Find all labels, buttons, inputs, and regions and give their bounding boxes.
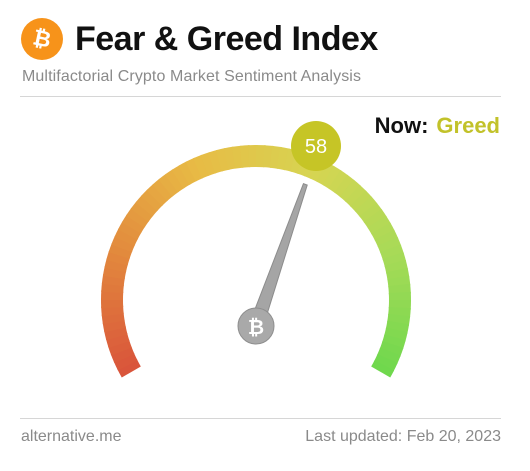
gauge-arc-segment <box>135 195 159 217</box>
gauge-arc-segment <box>121 214 146 234</box>
source-link[interactable]: alternative.me <box>21 428 122 445</box>
gauge-arc-segment <box>101 305 124 317</box>
gauge-arc-segment <box>354 196 378 218</box>
gauge-arc-segment <box>185 157 204 182</box>
gauge-arc-segment <box>152 178 174 202</box>
gauge-arc-segment <box>110 346 135 364</box>
gauge-arc-segment <box>117 359 141 378</box>
gauge-arc-segment <box>371 360 395 378</box>
gauge-arc-segment <box>105 333 130 348</box>
current-status: Now: Greed <box>375 113 500 139</box>
gauge-arc-segment <box>384 327 408 342</box>
gauge-arc-segment <box>359 202 383 223</box>
gauge-arc-segment <box>102 266 127 280</box>
gauge-arc-segment <box>339 179 361 203</box>
page-title: Fear & Greed Index <box>75 20 378 58</box>
gauge-arc-segment <box>371 222 395 241</box>
gauge-arc-segment <box>117 221 142 240</box>
gauge-arc-segment <box>382 334 406 350</box>
gauge-arc-segment <box>379 341 404 358</box>
divider-top <box>20 96 501 97</box>
gauge-arc-segment <box>104 258 128 273</box>
gauge-needle <box>248 183 308 329</box>
gauge-arc-segment <box>208 149 223 174</box>
gauge-arc-segment <box>113 352 138 371</box>
gauge-arc-segment <box>146 183 169 206</box>
gauge-arc-segment <box>111 235 136 253</box>
gauge-arc-segment <box>108 242 133 259</box>
value-badge: 58 <box>291 121 341 171</box>
gauge-arc-segment <box>344 184 367 207</box>
gauge-arc-segment <box>373 354 398 372</box>
gauge-arc-segment <box>158 173 179 197</box>
gauge-arc-segment <box>101 298 124 309</box>
gauge-center-hub: ₿ <box>237 307 275 345</box>
gauge-arc-segment <box>388 291 411 302</box>
gauge-arc-segment <box>200 152 217 176</box>
gauge-arc-segment <box>334 174 355 198</box>
gauge-arc-segment <box>328 170 349 194</box>
gauge-arc-segment <box>385 320 410 334</box>
gauge-arc-segment <box>322 165 342 190</box>
gauge-arc-segment <box>377 236 402 254</box>
now-value: Greed <box>436 113 500 138</box>
gauge-arc-segment <box>114 228 139 246</box>
gauge-arc-segment <box>247 145 258 168</box>
bitcoin-icon: ₿ <box>248 315 264 339</box>
now-label: Now: <box>374 113 429 138</box>
gauge-arc-segment <box>126 207 150 228</box>
gauge-arc-segment <box>376 347 401 365</box>
gauge-arc-segment <box>171 164 191 189</box>
gauge-arc-segment <box>276 146 290 171</box>
gauge-arc-segment <box>108 339 132 356</box>
last-updated: Last updated: Feb 20, 2023 <box>305 428 501 445</box>
gauge-arc-segment <box>380 244 404 261</box>
gauge-arc-segment <box>388 283 411 295</box>
gauge-arc-segment <box>382 252 407 267</box>
gauge-arc-segment <box>316 161 335 186</box>
needle <box>248 183 308 329</box>
gauge-value: 58 <box>305 136 327 158</box>
gauge-arc-segment <box>192 154 210 179</box>
gauge-arc-segment <box>239 145 251 168</box>
gauge-arc-segment <box>374 229 399 248</box>
gauge-arc-segment <box>164 169 185 193</box>
gauge-arc-segment <box>367 215 392 235</box>
divider-bottom <box>20 418 501 419</box>
gauge-arc-segment <box>130 201 154 222</box>
page-subtitle: Multifactorial Crypto Market Sentiment A… <box>22 68 362 85</box>
gauge-arc-segment <box>140 189 163 212</box>
bitcoin-icon: ₿ <box>21 18 63 60</box>
gauge-arc-segment <box>178 161 197 185</box>
gauge-arc-segment <box>350 190 373 213</box>
header: ₿ Fear & Greed Index <box>21 18 378 60</box>
svg-text:₿: ₿ <box>31 26 54 52</box>
gauge-arc-segment <box>363 208 387 229</box>
gauge-arc-segment <box>106 250 130 266</box>
